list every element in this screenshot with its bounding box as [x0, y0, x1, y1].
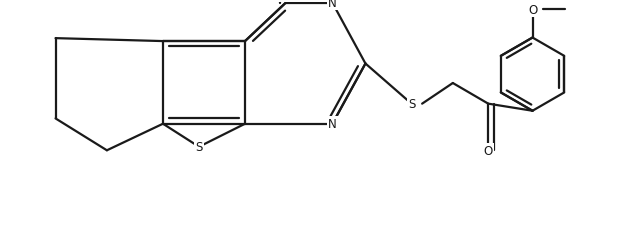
Text: N: N [328, 0, 337, 10]
Text: O: O [528, 4, 537, 17]
Text: O: O [484, 144, 493, 157]
Text: S: S [195, 141, 203, 154]
Text: S: S [408, 98, 415, 111]
Text: N: N [328, 118, 337, 131]
